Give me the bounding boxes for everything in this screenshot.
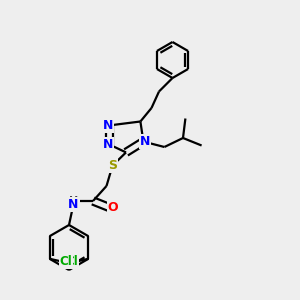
- Text: Cl: Cl: [66, 255, 78, 268]
- Text: S: S: [108, 159, 117, 172]
- Text: N: N: [68, 198, 79, 211]
- Text: O: O: [108, 201, 118, 214]
- Text: N: N: [103, 138, 113, 151]
- Text: Cl: Cl: [60, 255, 72, 268]
- Text: H: H: [69, 196, 78, 206]
- Text: N: N: [140, 135, 150, 148]
- Text: N: N: [103, 119, 113, 132]
